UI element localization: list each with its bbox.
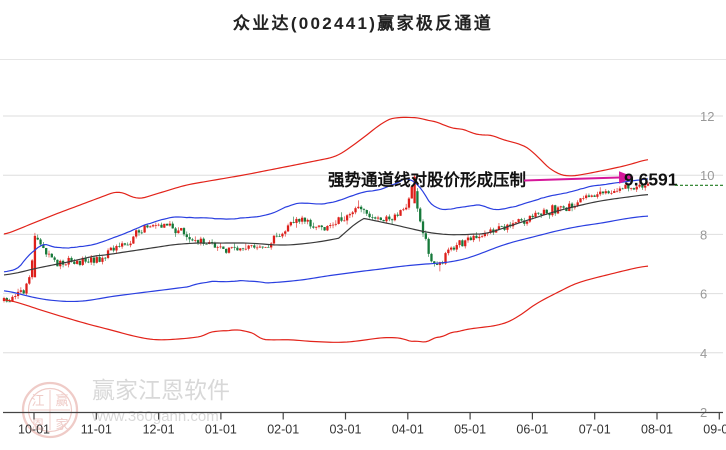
svg-text:06-01: 06-01 [516, 423, 548, 437]
svg-text:赢家江恩软件: 赢家江恩软件 [92, 377, 230, 403]
svg-text:11-01: 11-01 [81, 423, 112, 437]
svg-text:04-01: 04-01 [392, 423, 424, 437]
svg-text:家: 家 [55, 417, 68, 432]
svg-text:08-01: 08-01 [641, 423, 673, 437]
svg-text:8: 8 [700, 227, 707, 242]
svg-text:03-01: 03-01 [330, 423, 362, 437]
svg-text:12: 12 [700, 109, 714, 124]
svg-text:07-01: 07-01 [579, 423, 611, 437]
svg-text:05-01: 05-01 [454, 423, 486, 437]
svg-text:赢: 赢 [55, 393, 68, 408]
svg-text:强势通道线对股价形成压制: 强势通道线对股价形成压制 [328, 170, 526, 190]
svg-text:9.6591: 9.6591 [624, 170, 678, 190]
svg-text:10-01: 10-01 [18, 423, 50, 437]
svg-text:02-01: 02-01 [267, 423, 299, 437]
svg-text:江: 江 [31, 393, 44, 408]
svg-text:10: 10 [700, 168, 714, 183]
svg-text:01-01: 01-01 [205, 423, 237, 437]
svg-text:12-01: 12-01 [143, 423, 175, 437]
svg-text:4: 4 [700, 346, 707, 361]
svg-text:6: 6 [700, 287, 707, 302]
svg-text:09-01: 09-01 [703, 423, 726, 437]
